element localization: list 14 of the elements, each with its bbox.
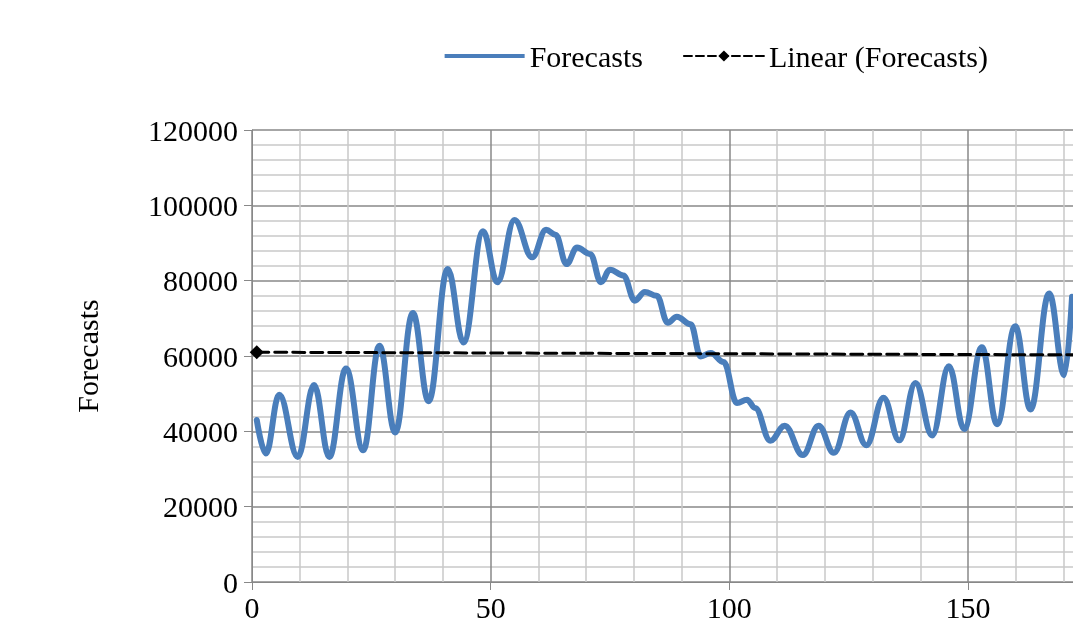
legend-label: Linear (Forecasts) xyxy=(768,39,989,74)
y-tick-label: 80000 xyxy=(163,264,238,298)
x-tick-label: 100 xyxy=(706,590,752,624)
x-tick-label: 0 xyxy=(244,590,260,624)
y-axis-title: Forecasts xyxy=(70,299,104,413)
x-tick-label: 150 xyxy=(945,590,991,624)
y-tick-label: 0 xyxy=(223,565,238,599)
y-tick-label: 20000 xyxy=(163,490,238,524)
legend-label: Forecasts xyxy=(529,39,643,73)
y-tick-label: 120000 xyxy=(148,113,238,147)
y-tick-label: 40000 xyxy=(163,414,238,448)
y-tick-label: 60000 xyxy=(163,339,238,373)
y-tick-label: 100000 xyxy=(148,188,238,222)
x-tick-label: 50 xyxy=(475,590,506,624)
